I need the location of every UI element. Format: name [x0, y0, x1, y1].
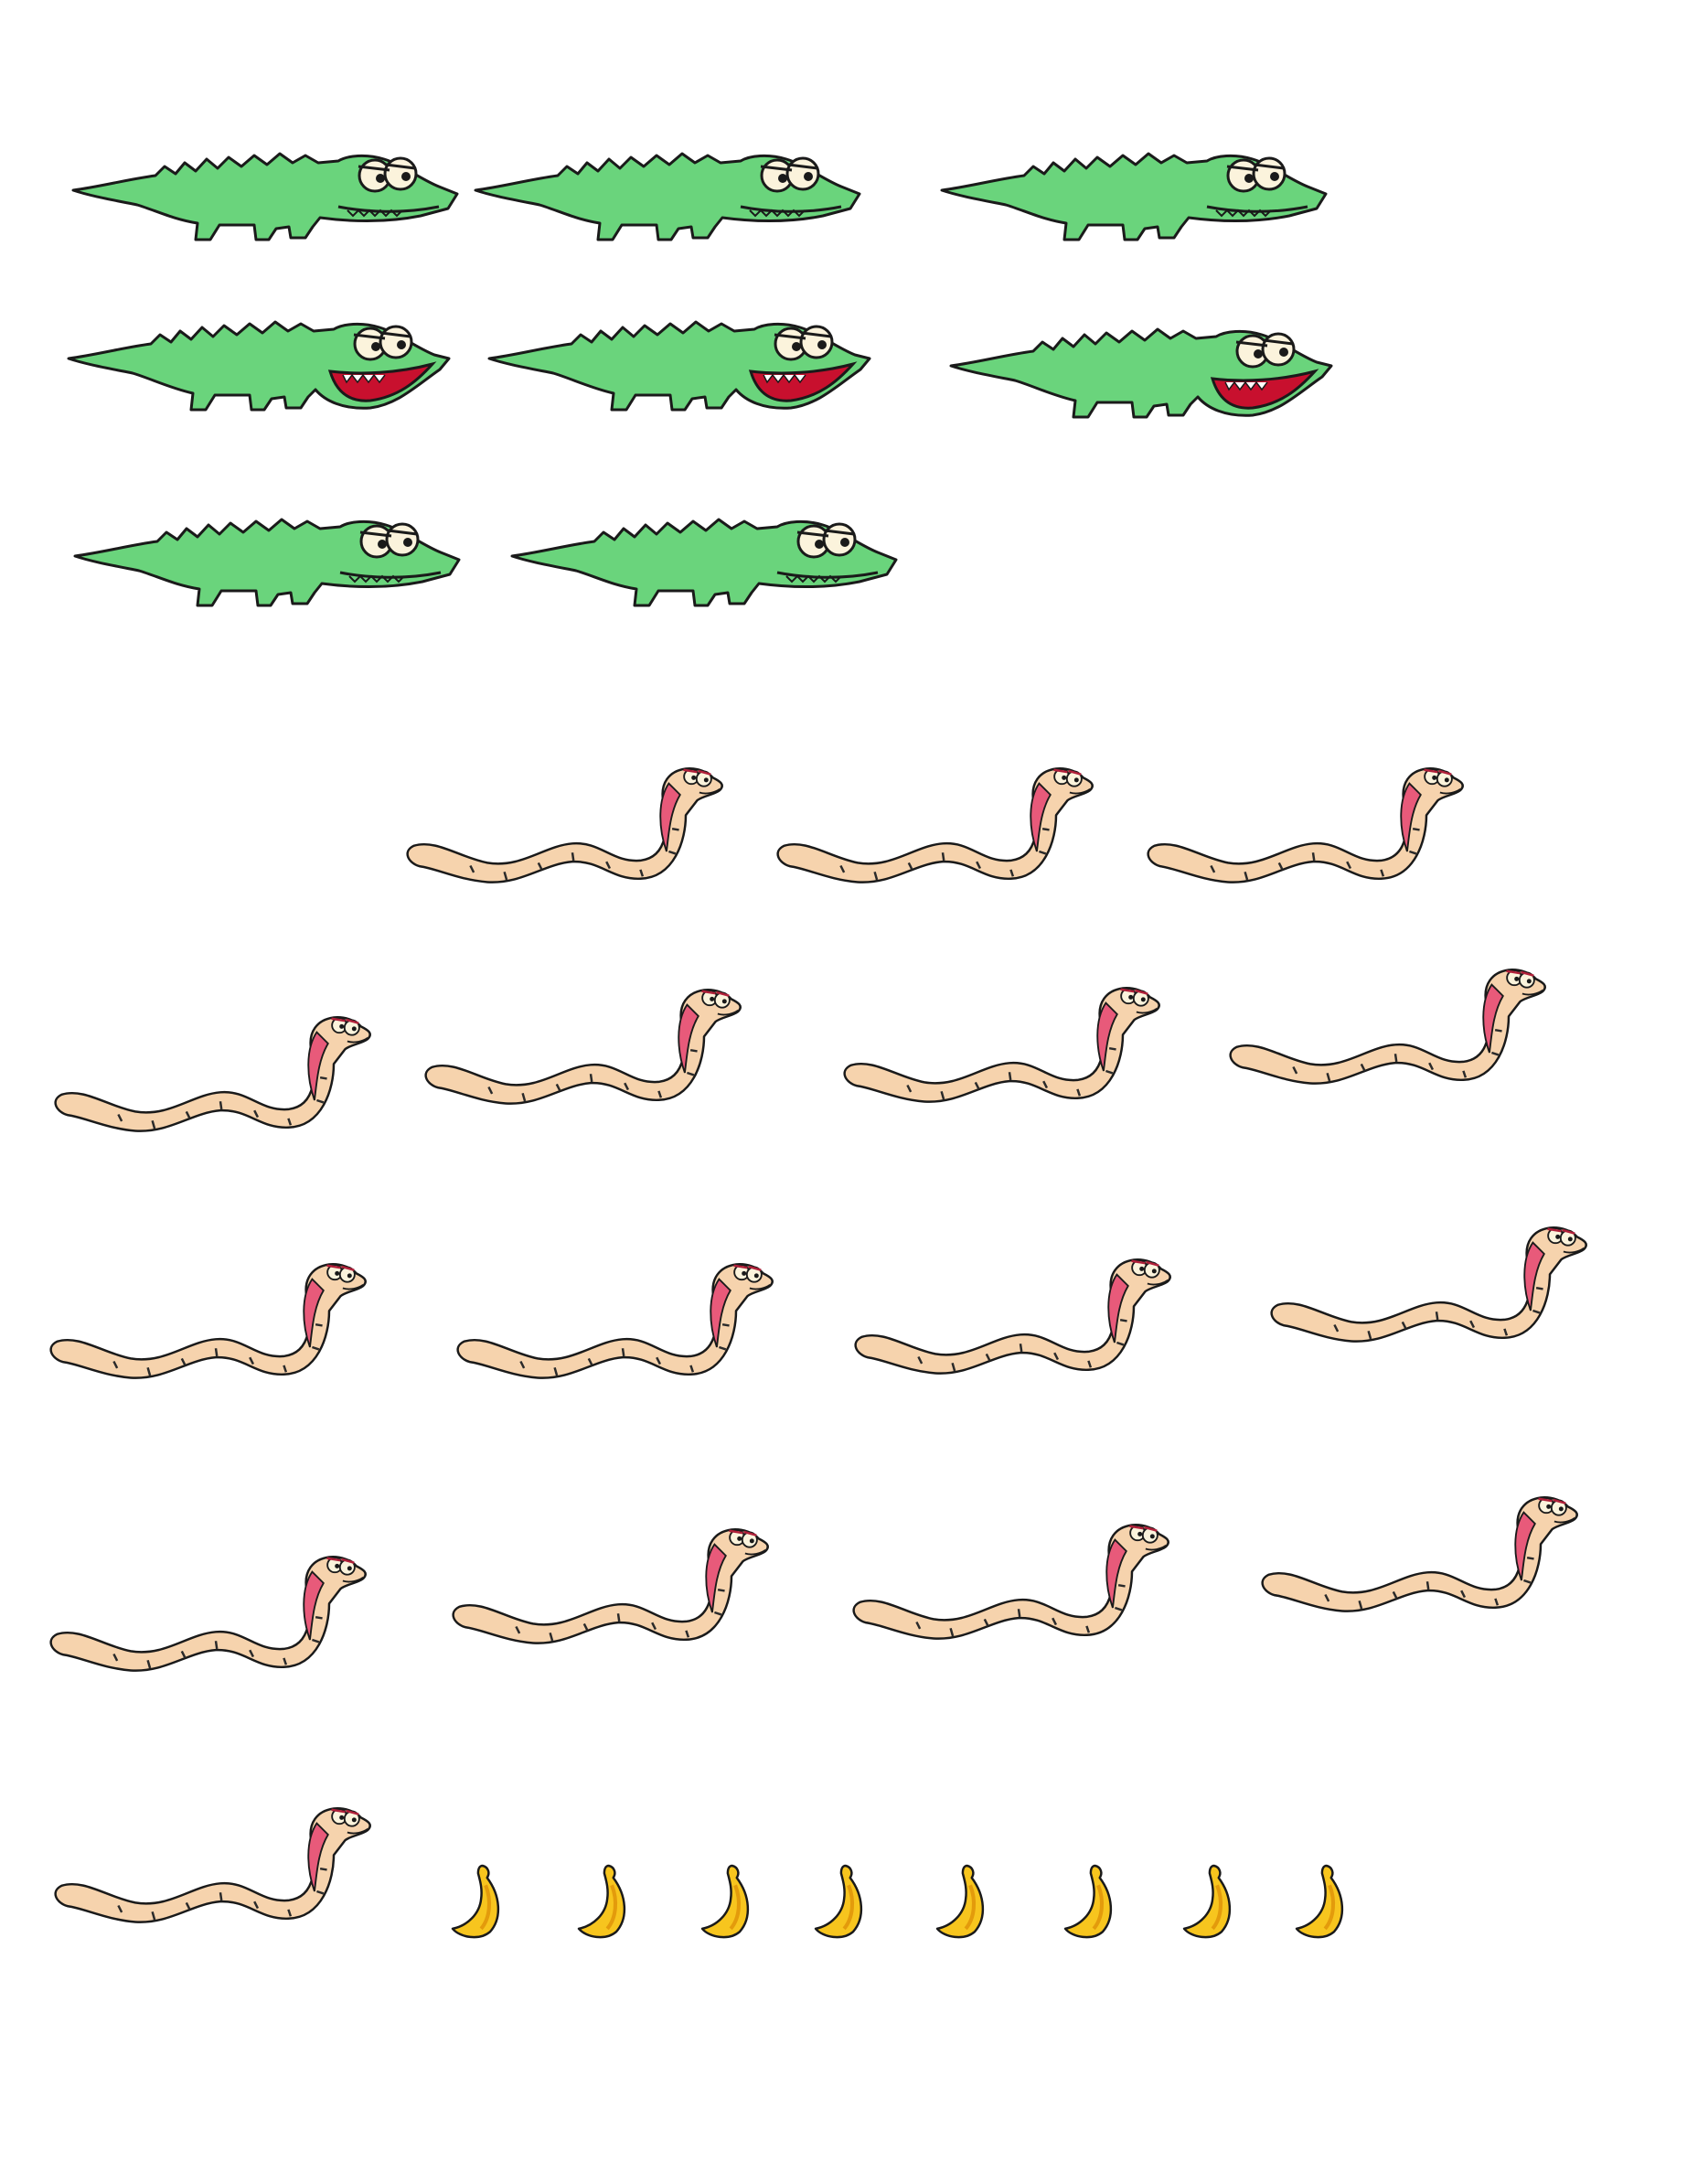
- snake-9: [456, 1263, 774, 1379]
- snake-5: [424, 989, 742, 1105]
- snake-14: [852, 1524, 1169, 1640]
- crocodile-8: [510, 518, 898, 607]
- snake-2: [776, 767, 1094, 883]
- snake-15: [1261, 1496, 1578, 1612]
- snake-6: [843, 987, 1160, 1103]
- snake-7: [1229, 969, 1546, 1085]
- banana-1: [453, 1866, 498, 1937]
- snake-16: [54, 1807, 371, 1923]
- banana-8: [1297, 1866, 1342, 1937]
- snake-1: [406, 767, 723, 883]
- banana-6: [1065, 1866, 1111, 1937]
- snake-11: [1270, 1226, 1587, 1343]
- snake-3: [1147, 767, 1464, 883]
- snake-10: [854, 1258, 1171, 1375]
- snake-13: [452, 1528, 769, 1644]
- crocodile-6: [949, 327, 1333, 419]
- banana-3: [702, 1866, 748, 1937]
- banana-5: [937, 1866, 983, 1937]
- crocodile-4: [67, 320, 451, 412]
- crocodile-1: [71, 152, 459, 241]
- crocodile-7: [73, 518, 461, 607]
- crocodile-3: [940, 152, 1328, 241]
- banana-4: [816, 1866, 861, 1937]
- crocodile-2: [474, 152, 861, 241]
- banana-7: [1184, 1866, 1230, 1937]
- snake-4: [54, 1016, 371, 1132]
- snake-12: [49, 1556, 367, 1672]
- crocodile-5: [487, 320, 871, 412]
- snake-8: [49, 1263, 367, 1379]
- banana-2: [579, 1866, 625, 1937]
